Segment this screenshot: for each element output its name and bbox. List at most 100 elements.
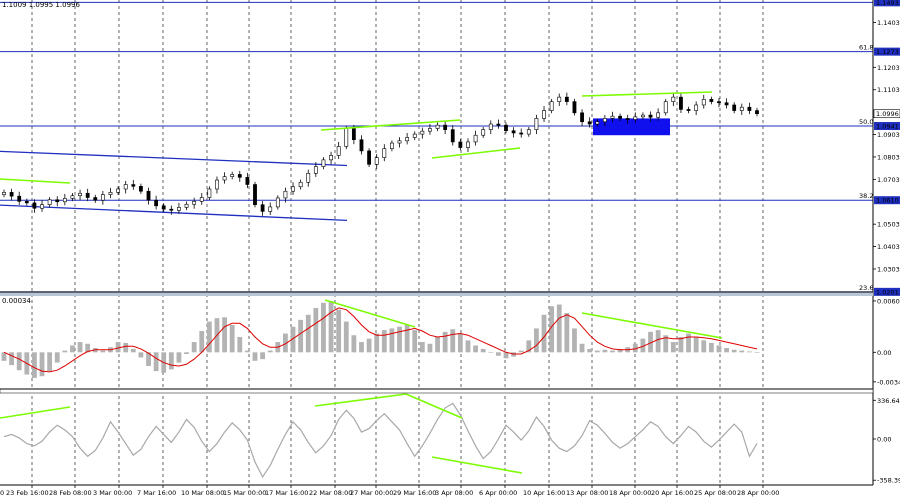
macd-histogram-bar	[366, 338, 372, 353]
time-label: 3 Apr 08:00	[435, 489, 473, 497]
price-tick-label: 1.0703	[877, 176, 900, 184]
time-label: 15 Mar 00:00	[223, 489, 266, 497]
time-label: 13 Apr 08:00	[566, 489, 608, 497]
pane-separator	[0, 292, 873, 296]
macd-histogram-bar	[648, 331, 653, 353]
candle-body	[580, 112, 584, 123]
macd-histogram-bar	[336, 309, 342, 353]
candle-body	[222, 176, 227, 181]
candle-body	[9, 192, 14, 197]
macd-histogram-bar	[32, 352, 37, 378]
candle-body	[405, 137, 410, 142]
price-tick-label: 1.1203	[877, 64, 900, 72]
candle-body	[215, 179, 219, 190]
macd-histogram-bar	[146, 352, 151, 366]
macd-histogram-bar	[579, 343, 585, 353]
trend-line	[431, 147, 521, 159]
fib-price-tag	[874, 47, 900, 56]
macd-histogram-bar	[708, 342, 714, 353]
divergence-line	[431, 456, 523, 474]
price-tick-label: 1.0303	[877, 266, 900, 274]
candle-body	[534, 118, 539, 130]
fib-level-pct: 50.0	[859, 118, 873, 126]
candle-body	[633, 116, 638, 120]
time-label: 6 Apr 00:00	[479, 489, 517, 497]
candle-body	[717, 101, 721, 104]
macd-histogram-bar	[1, 352, 7, 361]
macd-histogram-bar	[412, 330, 418, 353]
candle-body	[116, 188, 120, 193]
macd-histogram-bar	[328, 301, 334, 353]
macd-histogram-bar	[313, 307, 319, 353]
fib-price-label: 1.1273	[876, 48, 899, 56]
macd-histogram-bar	[389, 328, 395, 353]
macd-histogram-bar	[419, 342, 425, 353]
candle-body	[488, 123, 493, 130]
candle-body	[237, 174, 242, 178]
macd-histogram-bar	[739, 350, 745, 353]
candle-body	[572, 101, 577, 114]
macd-histogram-bar	[716, 345, 722, 353]
candle-body	[85, 192, 90, 198]
divergence-line	[314, 393, 407, 407]
macd-histogram-bar	[518, 350, 524, 353]
candle-body	[739, 106, 744, 111]
macd-histogram-bar	[495, 352, 501, 356]
macd-histogram-bar	[115, 342, 121, 353]
candle-body	[397, 140, 402, 144]
time-label: 23 Feb 16:00	[6, 489, 49, 497]
time-label: 28 Apr 00:00	[737, 489, 779, 497]
fib-level-pct: 61.8	[859, 44, 873, 52]
macd-histogram-bar	[480, 348, 486, 353]
macd-histogram-bar	[617, 348, 623, 353]
candle-body	[671, 96, 676, 102]
candle-body	[549, 101, 554, 111]
pane-separator	[0, 388, 874, 394]
macd-histogram-bar	[184, 352, 189, 355]
price-tick-label: 1.0803	[877, 153, 900, 161]
macd-value-readout: 0.00034	[2, 297, 31, 305]
macd-histogram-bar	[632, 343, 638, 353]
candle-body	[694, 104, 699, 111]
macd-histogram-bar	[343, 321, 349, 353]
candle-body	[526, 129, 531, 135]
macd-histogram-bar	[397, 326, 402, 353]
candle-body	[139, 186, 143, 192]
macd-histogram-bar	[237, 336, 243, 353]
time-label: 20 Apr 16:00	[651, 489, 693, 497]
candle-body	[62, 198, 67, 203]
cci-tick-label: 336.644	[877, 397, 900, 405]
candle-body	[374, 157, 379, 165]
macd-histogram-bar	[267, 350, 273, 353]
macd-histogram-bar	[724, 348, 729, 353]
price-tick-label: 1.0903	[877, 131, 900, 139]
macd-histogram-bar	[138, 352, 144, 358]
macd-histogram-bar	[503, 352, 509, 359]
fib-price-label: 1.0941	[876, 123, 899, 131]
candle-body	[443, 124, 448, 130]
macd-tick-label: -0.00346	[877, 378, 900, 386]
candle-body	[473, 134, 478, 143]
cci-pane: 336.644 0.00 -358.398	[0, 393, 900, 485]
macd-histogram-bar	[404, 325, 410, 353]
macd-signal-line	[3, 307, 758, 373]
candle-body	[610, 115, 615, 119]
candle-body	[268, 206, 273, 212]
candle-body	[154, 199, 159, 207]
candle-body	[336, 146, 341, 156]
macd-histogram-bar	[655, 330, 661, 353]
macd-histogram-bar	[534, 328, 539, 353]
candle-body	[602, 118, 607, 123]
fib-price-label: 1.0201	[876, 288, 899, 296]
macd-histogram-bar	[670, 342, 676, 353]
macd-histogram-bar	[610, 350, 615, 353]
macd-histogram-bar	[678, 336, 684, 353]
candle-body	[93, 197, 98, 201]
macd-histogram-bar	[473, 345, 478, 353]
time-label: 17 Mar 16:00	[265, 489, 308, 497]
trend-line	[320, 119, 461, 131]
candle-body	[641, 114, 645, 118]
macd-histogram-bar	[298, 319, 304, 353]
